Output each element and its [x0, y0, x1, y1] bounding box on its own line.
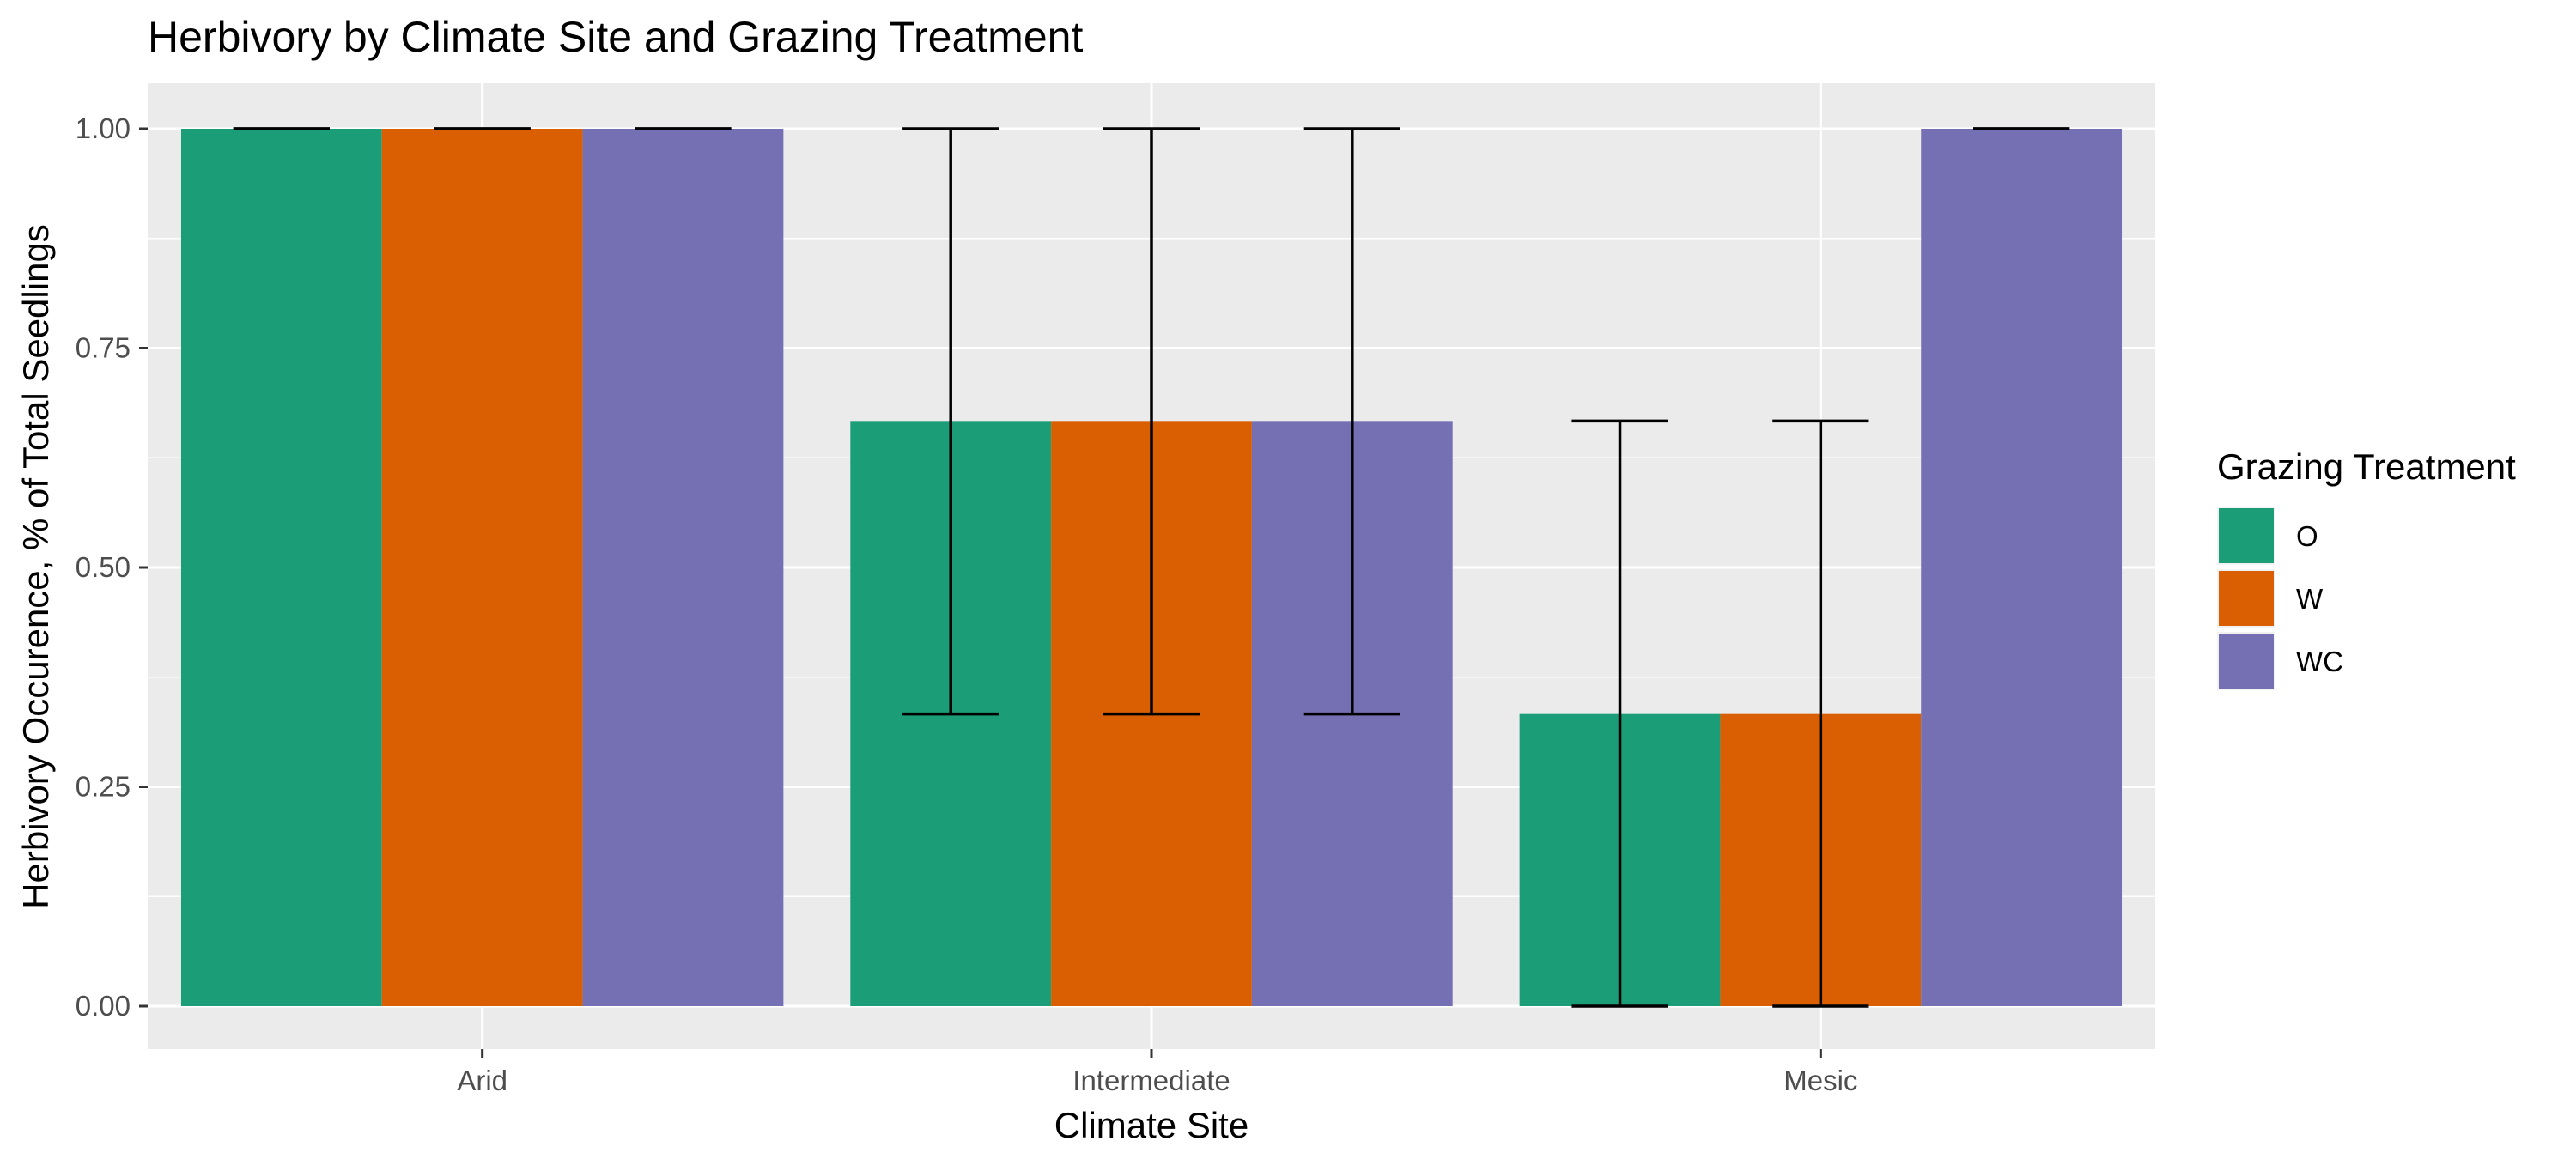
error-bar-wc-intermediate — [1303, 127, 1400, 716]
legend: Grazing Treatment OW WC — [2217, 446, 2516, 690]
bar-wc-arid — [582, 129, 784, 1006]
legend-key-o — [2219, 508, 2274, 563]
bar-w-arid — [381, 129, 583, 1006]
y-tick-label: 0.25 — [76, 771, 131, 803]
x-axis-title: Climate Site — [1054, 1105, 1249, 1145]
legend-label-wc: WC — [2296, 646, 2343, 677]
error-bar-w-intermediate — [1103, 127, 1200, 716]
legend-label-w: W — [2296, 583, 2324, 615]
legend-key-wc — [2219, 634, 2274, 689]
x-tick-label: Arid — [457, 1065, 507, 1096]
legend-key-w — [2219, 571, 2274, 626]
bar-wc-mesic — [1921, 129, 2123, 1006]
chart-title: Herbivory by Climate Site and Grazing Tr… — [148, 13, 1083, 61]
legend-title: Grazing Treatment — [2217, 446, 2516, 487]
axes: 0.00 0.25 0.50 0.75 1.00 Arid Intermediate Mesi… — [76, 112, 1858, 1096]
bar-o-arid — [180, 129, 382, 1006]
y-tick-label: 0.50 — [76, 551, 131, 583]
legend-label-o: O — [2296, 520, 2318, 552]
error-bar-w-mesic — [1772, 419, 1869, 1008]
y-tick-label: 1.00 — [76, 112, 131, 144]
error-bars — [233, 127, 2070, 1008]
y-tick-label: 0.00 — [76, 990, 131, 1022]
x-tick-label: Intermediate — [1072, 1065, 1230, 1096]
y-axis-title: Herbivory Occurence, % of Total Seedling… — [15, 224, 56, 909]
error-bar-o-intermediate — [902, 127, 999, 716]
x-tick-label: Mesic — [1783, 1065, 1857, 1096]
error-bar-o-mesic — [1571, 419, 1668, 1008]
y-tick-label: 0.75 — [76, 332, 131, 364]
